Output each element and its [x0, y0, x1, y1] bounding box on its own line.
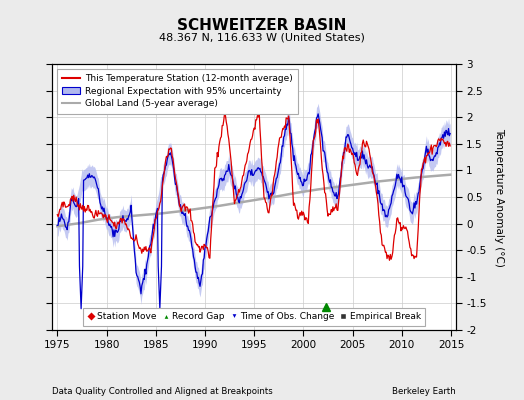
Text: 48.367 N, 116.633 W (United States): 48.367 N, 116.633 W (United States) [159, 33, 365, 43]
Legend: Station Move, Record Gap, Time of Obs. Change, Empirical Break: Station Move, Record Gap, Time of Obs. C… [83, 308, 425, 326]
Y-axis label: Temperature Anomaly (°C): Temperature Anomaly (°C) [494, 128, 504, 266]
Text: Berkeley Earth: Berkeley Earth [392, 387, 456, 396]
Text: SCHWEITZER BASIN: SCHWEITZER BASIN [177, 18, 347, 33]
Text: Data Quality Controlled and Aligned at Breakpoints: Data Quality Controlled and Aligned at B… [52, 387, 273, 396]
